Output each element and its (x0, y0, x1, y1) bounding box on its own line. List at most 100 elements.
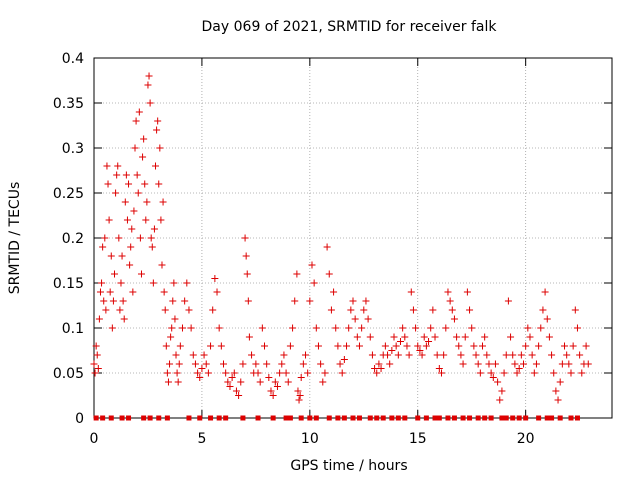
missing-data-marker (307, 415, 313, 421)
data-point (131, 144, 139, 152)
data-point (304, 369, 312, 377)
data-point (294, 387, 302, 395)
missing-data-marker (356, 415, 362, 421)
data-point (450, 315, 458, 323)
data-point (470, 342, 478, 350)
data-point (412, 324, 420, 332)
data-point (375, 360, 383, 368)
data-point (330, 288, 338, 296)
data-point (211, 275, 219, 282)
data-point (360, 306, 368, 314)
data-point (353, 333, 361, 341)
data-point (265, 374, 273, 381)
data-point (420, 333, 428, 341)
data-point (241, 234, 249, 242)
data-point (170, 279, 178, 287)
data-point (158, 261, 166, 269)
missing-data-marker (298, 415, 304, 421)
data-point (407, 288, 415, 296)
data-point (94, 365, 102, 372)
gridlines (94, 58, 612, 418)
missing-data-marker (432, 415, 438, 421)
data-point (317, 360, 325, 368)
x-tick-label: 0 (90, 431, 99, 447)
data-point (550, 369, 558, 377)
data-point (489, 374, 497, 381)
missing-data-marker (335, 415, 341, 421)
data-point (248, 351, 256, 359)
missing-data-marker (544, 415, 550, 421)
data-point (349, 297, 357, 305)
data-point (173, 369, 181, 377)
data-point (150, 225, 158, 233)
y-tick-label: 0.3 (62, 141, 84, 157)
data-point (545, 333, 553, 341)
data-point (565, 360, 573, 368)
data-point (145, 72, 153, 80)
missing-data-marker (499, 415, 505, 421)
x-tick-label: 10 (301, 431, 319, 447)
data-point (442, 324, 450, 332)
data-point (515, 365, 523, 372)
data-point (295, 396, 303, 404)
data-point (169, 297, 177, 305)
data-point (161, 306, 169, 314)
data-point (220, 360, 227, 368)
data-point (132, 117, 140, 125)
missing-data-marker (119, 415, 125, 421)
data-point (513, 369, 521, 377)
data-point (511, 360, 519, 368)
y-tick-label: 0.2 (62, 231, 84, 247)
data-point (112, 189, 120, 197)
data-point (537, 324, 545, 332)
data-point (437, 369, 445, 377)
data-point (154, 117, 162, 125)
data-point (243, 270, 251, 278)
data-point (431, 333, 439, 341)
data-point (106, 288, 114, 296)
missing-data-marker (108, 415, 114, 421)
y-tick-label: 0.15 (53, 276, 84, 292)
data-point (130, 207, 138, 215)
data-point (343, 342, 351, 350)
data-point (567, 369, 575, 377)
y-tick-label: 0.25 (53, 186, 84, 202)
data-point (252, 360, 260, 368)
missing-data-marker (313, 415, 319, 421)
x-tick-label: 20 (517, 431, 535, 447)
data-point (254, 369, 262, 377)
data-point (453, 333, 461, 341)
data-point (308, 261, 316, 269)
data-point (273, 383, 281, 390)
data-point (129, 288, 137, 296)
data-point (108, 324, 116, 332)
data-point (92, 342, 100, 350)
data-point (122, 171, 130, 179)
data-point (162, 342, 170, 350)
data-point (261, 342, 269, 350)
data-point (209, 306, 217, 314)
data-point (461, 333, 469, 341)
missing-data-marker (255, 415, 261, 421)
data-point (284, 378, 292, 386)
missing-data-marker (374, 415, 380, 421)
data-point (244, 297, 252, 305)
data-point (399, 324, 407, 332)
missing-data-marker (367, 415, 373, 421)
data-point (226, 383, 234, 390)
data-point (126, 261, 134, 269)
data-point (291, 297, 299, 305)
data-point (351, 315, 359, 323)
data-point (319, 378, 327, 386)
data-point (146, 99, 154, 107)
data-point (306, 297, 314, 305)
data-point (345, 324, 353, 332)
data-point (109, 297, 117, 305)
data-point (119, 297, 127, 305)
data-point (278, 360, 286, 368)
data-point (178, 324, 186, 332)
data-point (100, 297, 108, 305)
data-point (403, 342, 411, 350)
x-axis-label: GPS time / hours (290, 458, 407, 474)
